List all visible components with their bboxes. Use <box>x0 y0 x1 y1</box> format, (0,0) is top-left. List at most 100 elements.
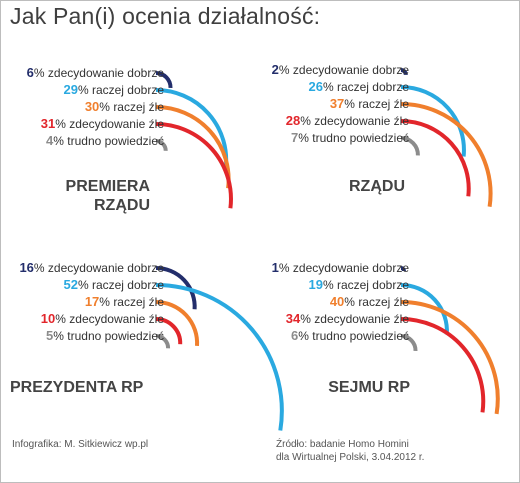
panel-title-sejmu: SEJMU RP <box>328 379 410 396</box>
panel-title-rzadu: RZĄDU <box>349 178 405 195</box>
unit-rzadu-0: % <box>279 63 293 77</box>
arc-premiera-0 <box>155 71 173 89</box>
unit-premiera-2: % <box>99 100 113 114</box>
category-sejmu-2: raczej źle <box>358 295 409 309</box>
label-sejmu-1: 19% raczej dobrze <box>308 277 409 292</box>
unit-rzadu-1: % <box>323 80 337 94</box>
category-premiera-2: raczej źle <box>113 100 164 114</box>
value-sejmu-1: 19 <box>308 277 322 292</box>
panel-title-premiera-line1: PREMIERA <box>65 178 150 195</box>
unit-sejmu-3: % <box>300 312 314 326</box>
category-sejmu-1: raczej dobrze <box>337 278 409 292</box>
unit-premiera-4: % <box>53 134 67 148</box>
label-sejmu-0: 1% zdecydowanie dobrze <box>272 260 410 275</box>
label-prezydenta-3: 10% zdecydowanie źle <box>41 311 165 326</box>
label-premiera-3: 31% zdecydowanie źle <box>41 116 165 131</box>
value-prezydenta-4: 5 <box>46 328 53 343</box>
value-rzadu-4: 7 <box>291 130 298 145</box>
label-premiera-0: 6% zdecydowanie dobrze <box>27 65 165 80</box>
value-prezydenta-3: 10 <box>41 311 55 326</box>
label-rzadu-0: 2% zdecydowanie dobrze <box>272 62 410 77</box>
category-premiera-3: zdecydowanie źle <box>69 117 164 131</box>
arc-rzadu-0 <box>400 68 408 76</box>
unit-rzadu-3: % <box>300 114 314 128</box>
value-rzadu-1: 26 <box>308 79 322 94</box>
arc-prezydenta-3 <box>155 316 183 345</box>
label-premiera-1: 29% raczej dobrze <box>63 82 164 97</box>
arc-prezydenta-2 <box>155 300 200 347</box>
arc-sejmu-3 <box>400 317 486 413</box>
unit-prezydenta-3: % <box>55 312 69 326</box>
value-sejmu-3: 34 <box>286 311 301 326</box>
label-prezydenta-2: 17% raczej źle <box>85 294 164 309</box>
category-sejmu-3: zdecydowanie źle <box>314 312 409 326</box>
label-prezydenta-4: 5% trudno powiedzieć <box>46 328 164 343</box>
arc-sejmu-2 <box>400 300 500 415</box>
value-sejmu-0: 1 <box>272 260 279 275</box>
value-premiera-2: 30 <box>85 99 99 114</box>
label-premiera-4: 4% trudno powiedzieć <box>46 133 164 148</box>
arc-rzadu-3 <box>400 119 471 197</box>
arc-rzadu-2 <box>400 102 493 207</box>
footer-source-line2: dla Wirtualnej Polski, 3.04.2012 r. <box>276 452 425 463</box>
panel-sejmu: 1% zdecydowanie dobrze 19% raczej dobrze 4… <box>272 260 500 415</box>
category-rzadu-2: raczej źle <box>358 97 409 111</box>
page-title: Jak Pan(i) ocenia działalność: <box>10 3 321 29</box>
unit-premiera-3: % <box>55 117 69 131</box>
label-rzadu-3: 28% zdecydowanie źle <box>286 113 410 128</box>
panel-title-prezydenta: PREZYDENTA RP <box>10 379 144 396</box>
unit-premiera-1: % <box>78 83 92 97</box>
unit-prezydenta-0: % <box>34 261 48 275</box>
label-sejmu-3: 34% zdecydowanie źle <box>286 311 410 326</box>
unit-sejmu-4: % <box>298 329 312 343</box>
arc-rzadu-1 <box>400 85 466 157</box>
value-rzadu-0: 2 <box>272 62 279 77</box>
value-premiera-3: 31 <box>41 116 55 131</box>
value-prezydenta-0: 16 <box>19 260 33 275</box>
panel-premiera: 6% zdecydowanie dobrze 29% raczej dobrze 3… <box>27 65 233 209</box>
arc-prezydenta-4 <box>155 334 171 349</box>
category-premiera-0: zdecydowanie dobrze <box>48 66 164 80</box>
value-premiera-1: 29 <box>63 82 77 97</box>
arc-premiera-3 <box>155 122 233 209</box>
label-prezydenta-0: 16% zdecydowanie dobrze <box>19 260 164 275</box>
label-rzadu-2: 37% raczej źle <box>330 96 409 111</box>
value-sejmu-2: 40 <box>330 294 344 309</box>
value-premiera-4: 4 <box>46 133 54 148</box>
category-prezydenta-4: trudno powiedzieć <box>67 329 164 343</box>
panel-rzadu: 2% zdecydowanie dobrze 26% raczej dobrze 3… <box>272 62 493 207</box>
footer-source: Źródło: badanie Homo Homini dla Wirtualn… <box>276 438 424 464</box>
category-premiera-4: trudno powiedzieć <box>67 134 164 148</box>
unit-premiera-0: % <box>34 66 48 80</box>
category-rzadu-0: zdecydowanie dobrze <box>293 63 409 77</box>
unit-prezydenta-1: % <box>78 278 92 292</box>
category-prezydenta-0: zdecydowanie dobrze <box>48 261 164 275</box>
arc-sejmu-4 <box>400 334 418 352</box>
footer-source-line1: Źródło: badanie Homo Homini <box>276 439 409 450</box>
unit-sejmu-1: % <box>323 278 337 292</box>
panel-prezydenta: 16% zdecydowanie dobrze 52% raczej dobrze… <box>19 260 284 431</box>
value-sejmu-4: 6 <box>291 328 298 343</box>
label-sejmu-4: 6% trudno powiedzieć <box>291 328 409 343</box>
panel-title-premiera: PREMIERA RZĄDU <box>30 177 150 215</box>
category-prezydenta-1: raczej dobrze <box>92 278 164 292</box>
arc-prezydenta-1 <box>155 283 284 431</box>
label-rzadu-1: 26% raczej dobrze <box>308 79 409 94</box>
unit-sejmu-2: % <box>344 295 358 309</box>
unit-prezydenta-4: % <box>53 329 67 343</box>
category-rzadu-4: trudno powiedzieć <box>312 131 409 145</box>
arc-sejmu-0 <box>400 266 406 272</box>
arc-rzadu-4 <box>400 136 420 156</box>
label-premiera-2: 30% raczej źle <box>85 99 164 114</box>
value-prezydenta-1: 52 <box>63 277 77 292</box>
label-rzadu-4: 7% trudno powiedzieć <box>291 130 409 145</box>
arc-premiera-4 <box>155 138 168 152</box>
label-prezydenta-1: 52% raczej dobrze <box>63 277 164 292</box>
category-premiera-1: raczej dobrze <box>92 83 164 97</box>
unit-prezydenta-2: % <box>99 295 113 309</box>
category-sejmu-4: trudno powiedzieć <box>312 329 409 343</box>
category-rzadu-3: zdecydowanie źle <box>314 114 409 128</box>
value-prezydenta-2: 17 <box>85 294 99 309</box>
